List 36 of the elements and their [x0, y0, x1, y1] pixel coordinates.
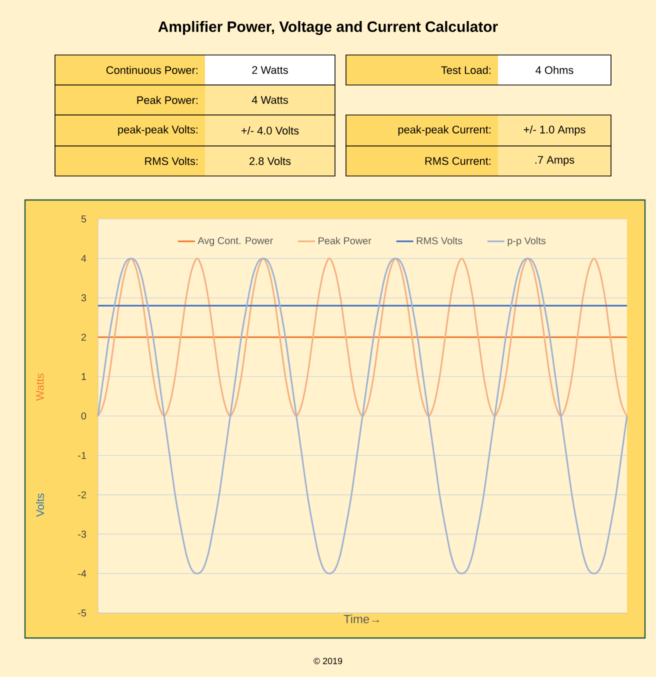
text: Test Load: — [441, 66, 490, 74]
y-tick-label: -2 — [78, 491, 86, 498]
text: peak-peak Volts: — [118, 125, 198, 136]
text: Peak Power: — [137, 96, 198, 104]
y-axis-title: Watts — [36, 374, 44, 401]
text: RMS Current: — [425, 157, 490, 165]
text: © 2019 — [314, 658, 342, 664]
text: RMS Volts: — [145, 156, 198, 166]
text: 4 Watts — [252, 96, 288, 104]
text: 2.8 Volts — [250, 156, 291, 166]
y-tick-label: 0 — [81, 412, 86, 420]
y-tick-label: 1 — [82, 373, 86, 380]
text: 2 Watts — [252, 66, 288, 74]
y-tick-label: 3 — [81, 294, 86, 302]
y-tick-label: -1 — [78, 452, 86, 459]
y-tick-label: 4 — [81, 254, 86, 262]
y-tick-label: -4 — [78, 570, 86, 578]
y2-axis-title: Volts — [36, 494, 44, 517]
legend-label: RMS Volts — [416, 236, 462, 244]
line-series — [97, 258, 628, 417]
text: Amplifier Power, Voltage and Current Calculator — [158, 21, 498, 35]
text: peak-peak Current: — [398, 125, 490, 136]
text: Continuous Power: — [106, 66, 198, 74]
text: 4 Ohms — [536, 66, 574, 74]
line-series — [97, 258, 628, 574]
legend-label: p-p Volts — [508, 236, 546, 246]
text: +/- 4.0 Volts — [241, 126, 299, 135]
legend-label: Peak Power — [318, 236, 372, 244]
x-axis-title: Time→ — [344, 614, 380, 624]
y-tick-label: 5 — [81, 216, 86, 222]
legend-label: Avg Cont. Power — [198, 237, 273, 246]
y-tick-label: -3 — [78, 530, 86, 538]
text: +/- 1.0 Amps — [524, 125, 586, 136]
y-tick-label: -5 — [78, 610, 86, 616]
text: .7 Amps — [535, 156, 574, 166]
y-tick-label: 2 — [81, 334, 86, 341]
